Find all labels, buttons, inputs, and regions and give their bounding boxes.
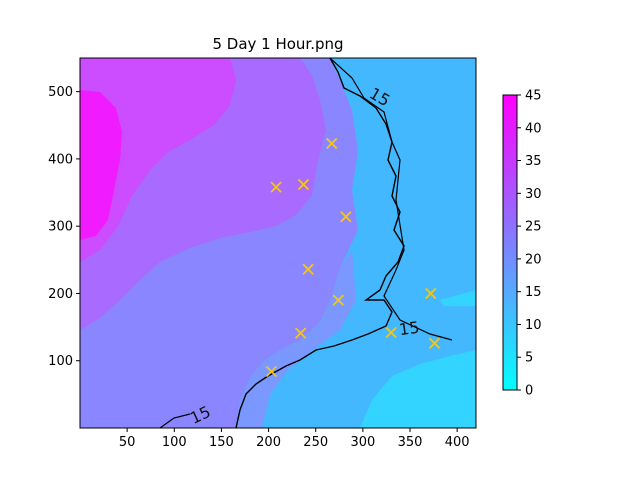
- station-marker: [332, 294, 344, 306]
- colorbar-tick-label: 35: [525, 154, 542, 169]
- y-tick-label: 500: [48, 85, 73, 100]
- x-axis: 50 100 150 200 250 300 350 400: [119, 428, 470, 450]
- station-marker: [425, 287, 437, 300]
- y-tick-label: 100: [48, 354, 73, 369]
- region-35-40: [80, 58, 236, 262]
- contour-label: 15: [398, 318, 421, 340]
- region-10-15-east: [440, 290, 476, 306]
- y-tick-label: 400: [48, 152, 73, 167]
- contour-line-15-south: [159, 413, 191, 428]
- y-axis: 100 200 300 400 500: [48, 85, 80, 369]
- region-20-25: [236, 250, 356, 428]
- colorbar-tick-label: 10: [525, 318, 542, 333]
- contour-line-15: [329, 58, 453, 341]
- chart-title: 5 Day 1 Hour.png: [212, 35, 343, 53]
- station-marker: [294, 327, 307, 339]
- x-tick-label: 100: [162, 435, 187, 450]
- region-40-45: [80, 90, 122, 240]
- colorbar-tick-label: 5: [525, 351, 533, 366]
- colorbar-tick-label: 15: [525, 285, 542, 300]
- colorbar-tick-label: 25: [525, 220, 542, 235]
- colorbar-tick-label: 30: [525, 187, 542, 202]
- station-marker: [326, 137, 338, 150]
- colorbar-tick-label: 20: [525, 252, 542, 267]
- station-marker: [340, 211, 352, 223]
- station-marker: [270, 181, 282, 193]
- heatmap-plot-area: [80, 58, 476, 428]
- colorbar-tick-label: 45: [525, 89, 542, 104]
- y-tick-label: 200: [48, 287, 73, 302]
- station-marker: [265, 365, 278, 378]
- region-10-15: [360, 350, 476, 428]
- x-tick-label: 350: [398, 435, 423, 450]
- plot-frame: [79, 57, 477, 429]
- x-tick-label: 300: [350, 435, 375, 450]
- y-tick-label: 300: [48, 220, 73, 235]
- colorbar: [502, 94, 518, 391]
- station-marker: [297, 178, 310, 191]
- colorbar-ticks: 0 5 10 15 20 25 30 35 40 45: [517, 89, 542, 399]
- x-tick-label: 200: [256, 435, 281, 450]
- station-marker: [302, 263, 314, 275]
- colorbar-tick-label: 0: [525, 384, 533, 399]
- coastline: [235, 58, 405, 428]
- station-marker: [428, 337, 441, 349]
- station-marker: [385, 326, 397, 339]
- colorbar-tick-label: 40: [525, 121, 542, 136]
- x-tick-label: 50: [119, 435, 136, 450]
- station-markers: [265, 137, 441, 378]
- x-tick-label: 150: [209, 435, 234, 450]
- x-tick-label: 250: [303, 435, 328, 450]
- x-tick-label: 400: [445, 435, 470, 450]
